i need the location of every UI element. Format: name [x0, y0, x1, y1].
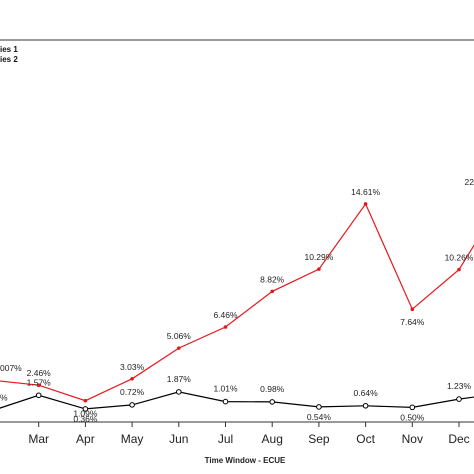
series-1-point: [176, 389, 182, 395]
series-1-data-label: 0.54%: [307, 412, 332, 422]
x-tick-label: Oct: [356, 432, 375, 446]
series-1-point: [35, 392, 42, 399]
series-2-point: [270, 289, 275, 294]
series-2-point: [223, 325, 228, 329]
series-1-point: [316, 404, 322, 410]
series-1-point: [129, 402, 135, 408]
series-2-point: [130, 376, 134, 381]
x-tick-label: Apr: [76, 432, 95, 446]
series-1-data-label: 1.01%: [213, 384, 238, 394]
series-1-data-label: 1.87%: [167, 374, 192, 384]
series-1-point: [269, 399, 276, 405]
series-1-line: [0, 391, 474, 410]
series-1-data-label: 0.64%: [354, 388, 379, 398]
series-2-data-label: 2.46%: [27, 368, 52, 378]
series-2-data-label: 10.29%: [304, 252, 333, 262]
legend-entry-series-2: ies 2: [0, 55, 18, 64]
series-1-data-label: 0.36%: [73, 414, 98, 424]
series-2-point: [36, 383, 41, 388]
series-1-point: [456, 396, 462, 402]
x-tick-label: Jun: [169, 432, 188, 446]
series-points: [35, 202, 462, 412]
series-2-data-label: 3.03%: [120, 362, 145, 372]
legend: ies 1 ies 2: [0, 45, 18, 64]
x-tick-label: Nov: [402, 432, 423, 446]
x-axis-ticks: 03MarAprMayJunJulAugSepOctNovDec: [28, 422, 470, 446]
series-2-point: [177, 346, 181, 350]
series-2-point: [457, 267, 461, 272]
series-2-point: [83, 398, 88, 403]
series-2-point: [317, 267, 321, 271]
series-2-data-label: 007%: [0, 363, 22, 373]
x-tick-label: Sep: [308, 432, 330, 446]
series-2-data-label: 5.06%: [167, 331, 192, 341]
series-2-data-label: 8.82%: [260, 274, 285, 284]
series-2-data-label: 1.09%: [73, 409, 98, 419]
series-1-data-label: 1.57%: [27, 377, 52, 387]
legend-entry-series-1: ies 1: [0, 45, 18, 54]
series-2-data-label: 14.61%: [351, 187, 380, 197]
x-tick-label: Mar: [28, 432, 49, 446]
series-1-data-label: 1.23%: [447, 381, 472, 391]
series-2-data-label: 22: [465, 177, 474, 187]
series-1-data-label: 0.72%: [120, 387, 145, 397]
series-2-point: [363, 202, 368, 206]
series-1-data-label: %: [0, 393, 8, 403]
series-1-point: [362, 402, 369, 409]
x-axis-title: Time Window - ECUE: [205, 456, 286, 465]
x-tick-label: Dec: [448, 432, 469, 446]
series-1-data-label: 0.50%: [400, 412, 425, 422]
series-1-point: [82, 406, 89, 412]
series-2-data-label: 10.26%: [445, 253, 474, 263]
series-data-labels: % 1.57% 0.36% 0.72% 1.87% 1.01% 0.98% 0.54% 0.64…: [0, 177, 474, 424]
series-lines: [0, 202, 474, 410]
series-2-data-label: 7.64%: [400, 317, 425, 327]
x-tick-label: Jul: [218, 432, 233, 446]
series-2-data-label: 6.46%: [213, 310, 238, 320]
x-tick-label: May: [121, 432, 144, 446]
series-1-data-label: 0.98%: [260, 384, 285, 394]
x-tick-label: Aug: [262, 432, 283, 446]
series-2-line: [0, 202, 474, 402]
series-1-point: [409, 404, 416, 411]
series-2-point: [410, 307, 415, 311]
series-1-point: [222, 398, 229, 405]
